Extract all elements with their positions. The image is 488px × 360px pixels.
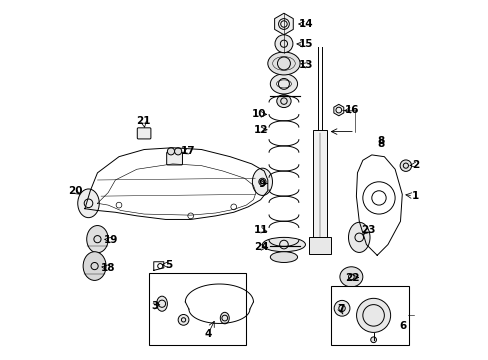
Circle shape xyxy=(167,148,174,155)
Text: 1: 1 xyxy=(411,191,419,201)
Polygon shape xyxy=(274,13,293,35)
Ellipse shape xyxy=(220,312,229,324)
Ellipse shape xyxy=(252,168,272,195)
Circle shape xyxy=(178,315,188,325)
Text: 8: 8 xyxy=(376,136,384,146)
Bar xyxy=(312,130,326,241)
Text: 16: 16 xyxy=(344,105,359,115)
Ellipse shape xyxy=(348,222,369,252)
Bar xyxy=(330,286,408,345)
Text: 3: 3 xyxy=(151,301,158,311)
Ellipse shape xyxy=(78,189,99,218)
Ellipse shape xyxy=(270,252,297,262)
Ellipse shape xyxy=(267,52,300,75)
Text: 12: 12 xyxy=(253,125,268,135)
Ellipse shape xyxy=(86,226,108,253)
Text: 15: 15 xyxy=(298,40,313,49)
Circle shape xyxy=(370,337,376,343)
Text: 6: 6 xyxy=(399,321,406,331)
Text: 20: 20 xyxy=(68,186,82,197)
Text: 18: 18 xyxy=(101,263,115,273)
Circle shape xyxy=(399,160,411,171)
Text: 13: 13 xyxy=(298,60,313,70)
Ellipse shape xyxy=(262,237,305,252)
Text: 8: 8 xyxy=(376,139,384,149)
Text: 24: 24 xyxy=(253,242,268,252)
Ellipse shape xyxy=(270,74,297,94)
Text: 17: 17 xyxy=(180,146,195,156)
Ellipse shape xyxy=(356,298,390,332)
Text: 5: 5 xyxy=(165,260,172,270)
Text: 21: 21 xyxy=(136,116,150,126)
Text: 10: 10 xyxy=(252,109,266,120)
Ellipse shape xyxy=(276,95,290,108)
Text: 11: 11 xyxy=(253,225,268,235)
Polygon shape xyxy=(333,104,343,116)
Text: 4: 4 xyxy=(204,329,211,339)
Bar xyxy=(149,273,246,345)
Bar xyxy=(308,237,330,253)
Text: 7: 7 xyxy=(336,304,344,314)
Text: 14: 14 xyxy=(298,19,313,29)
Ellipse shape xyxy=(156,296,167,311)
FancyBboxPatch shape xyxy=(166,152,182,165)
Ellipse shape xyxy=(83,252,106,280)
Circle shape xyxy=(333,300,349,316)
Text: 19: 19 xyxy=(103,235,118,245)
Text: 23: 23 xyxy=(360,225,375,235)
Text: 2: 2 xyxy=(411,160,419,170)
Ellipse shape xyxy=(339,267,362,287)
Text: 22: 22 xyxy=(344,273,359,283)
Text: 9: 9 xyxy=(258,179,264,189)
FancyBboxPatch shape xyxy=(137,128,151,139)
Circle shape xyxy=(274,35,292,53)
Circle shape xyxy=(174,148,182,155)
